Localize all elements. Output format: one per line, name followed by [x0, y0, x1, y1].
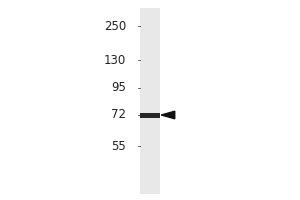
Text: 250: 250 [104, 20, 126, 32]
Bar [140, 8, 160, 194]
Polygon shape [161, 111, 175, 119]
Bar [140, 112, 160, 117]
Text: 130: 130 [104, 53, 126, 66]
Text: 55: 55 [111, 140, 126, 152]
Text: 72: 72 [111, 108, 126, 121]
Text: 95: 95 [111, 81, 126, 94]
